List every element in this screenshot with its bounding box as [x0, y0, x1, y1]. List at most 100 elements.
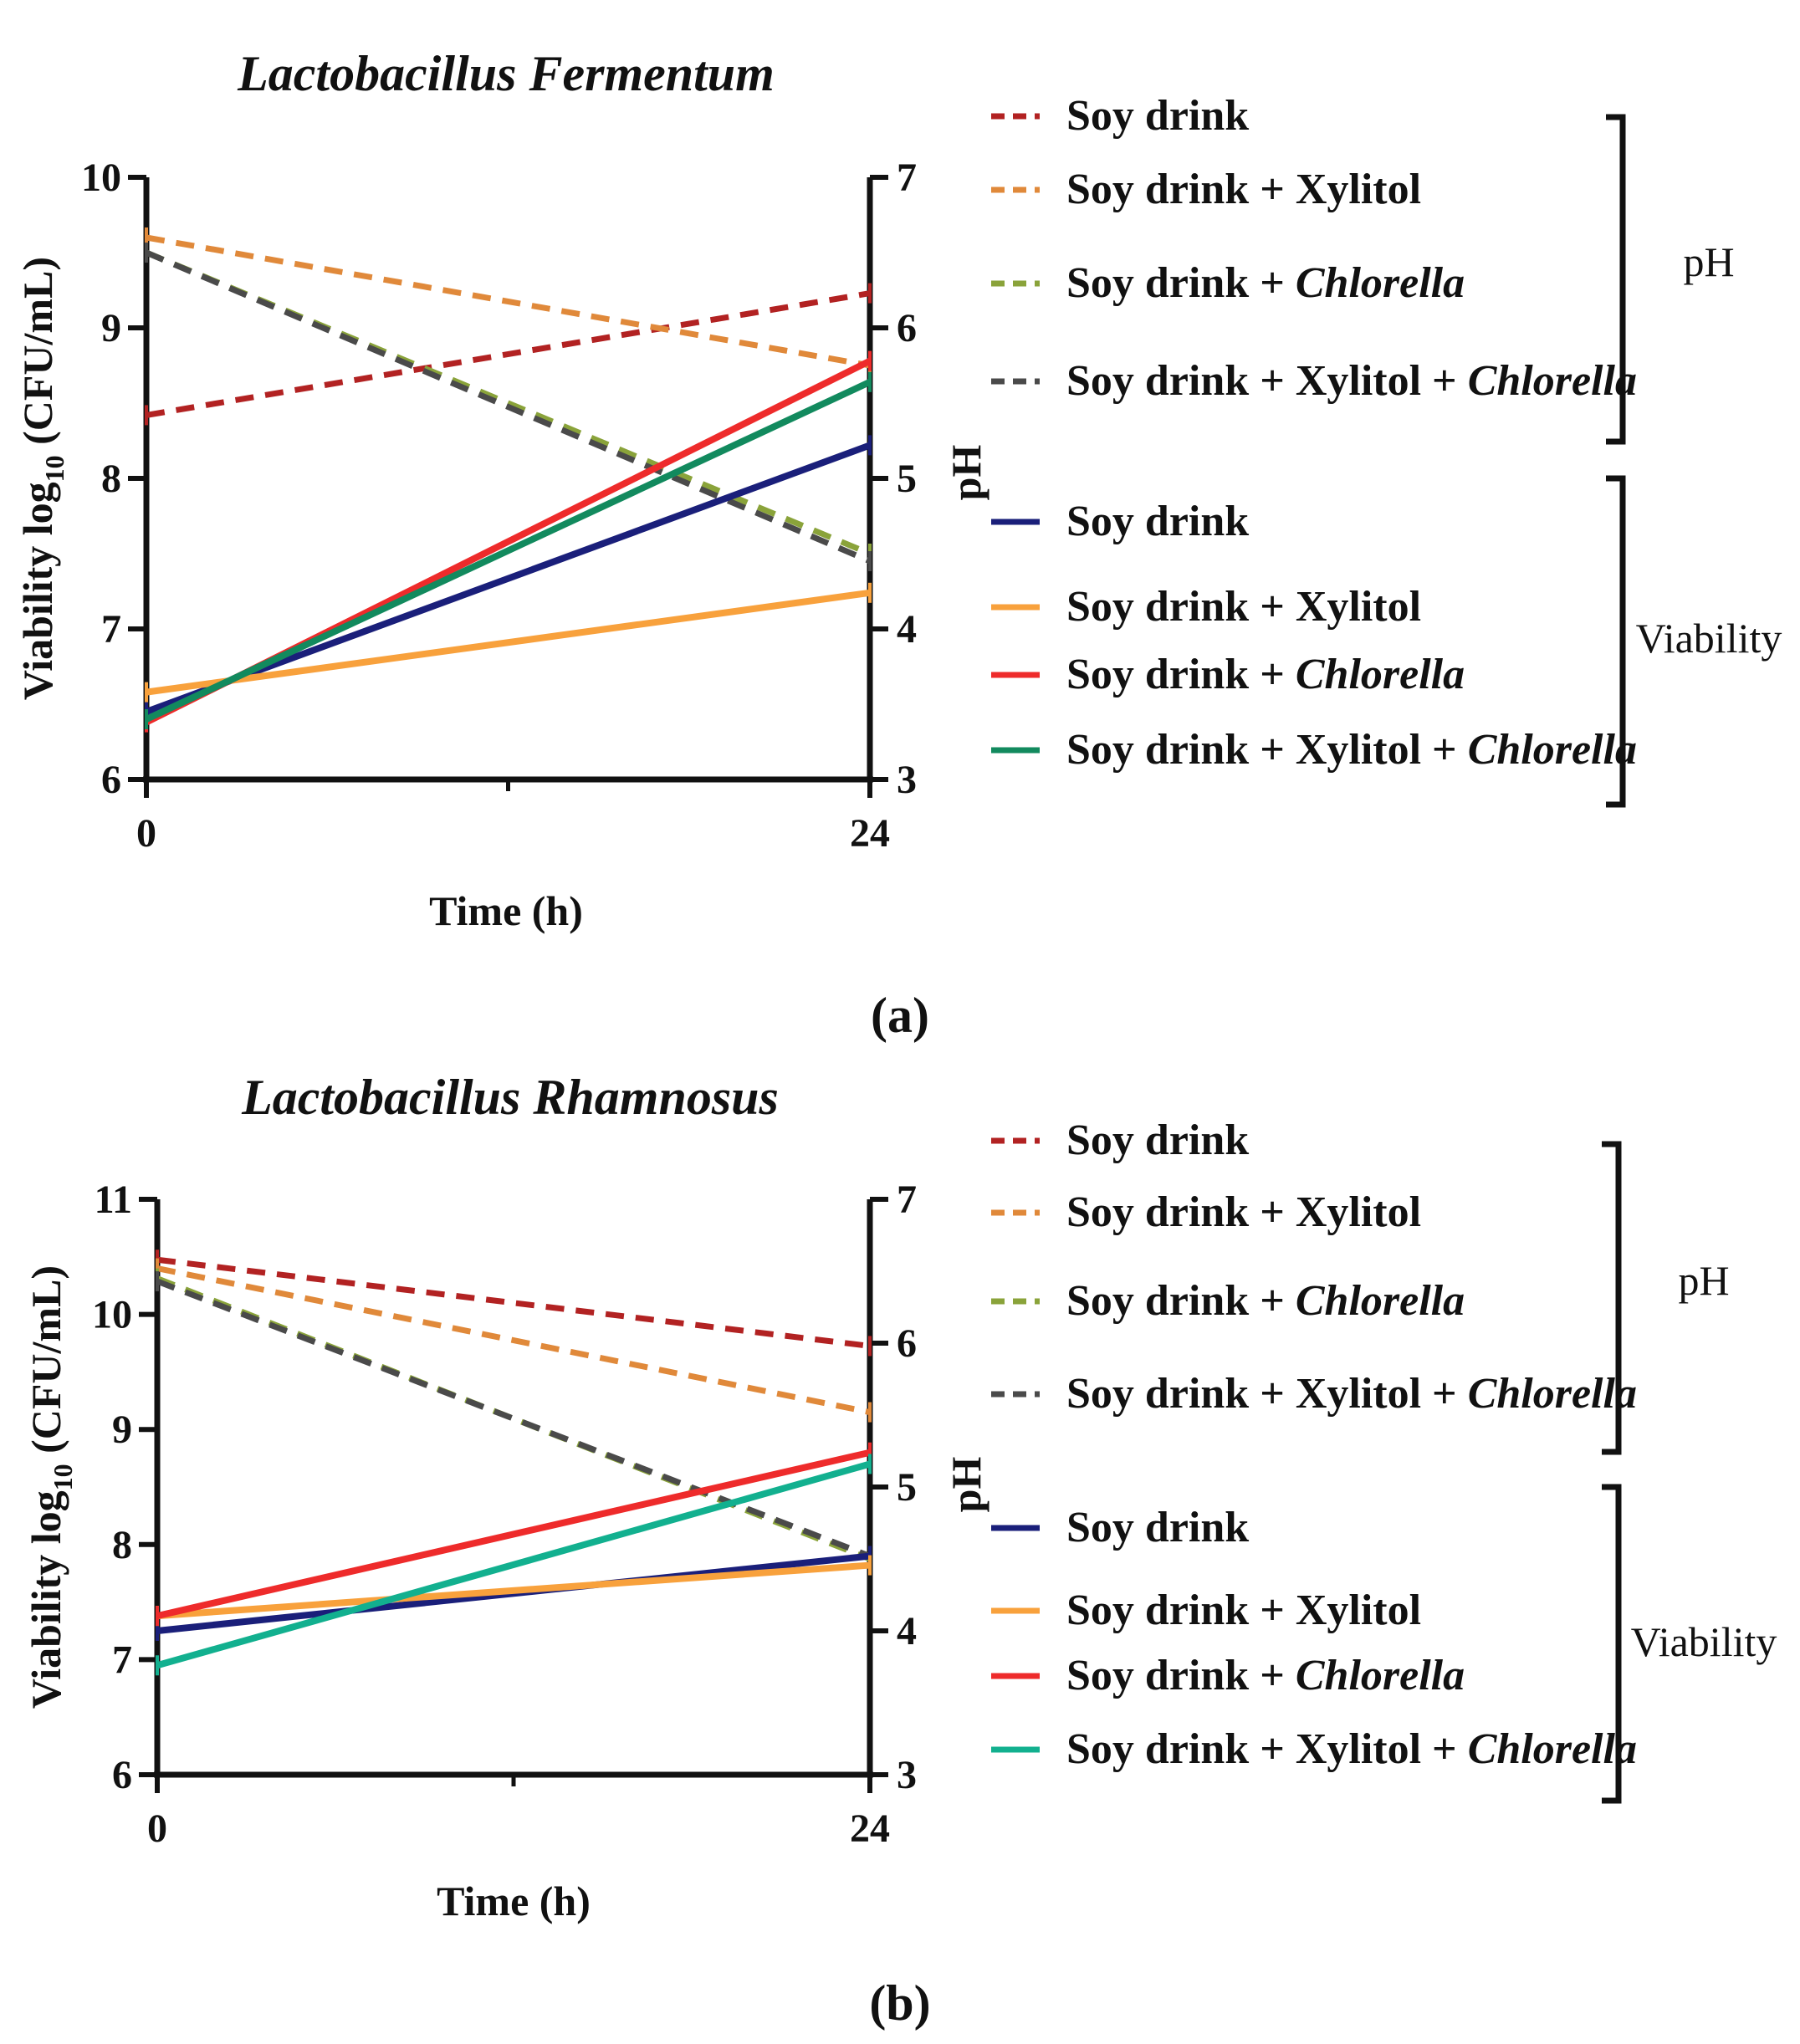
chart-title: Lactobacillus Fermentum — [237, 46, 775, 101]
viability-series-line — [146, 589, 871, 696]
group-label-viability: Viability — [1636, 615, 1782, 662]
legend-ph-sdx-label: Soy drink + Xylitol — [1066, 1188, 1421, 1236]
viability-series-line — [145, 442, 872, 715]
y-axis-label-unit: (CFU/mL) — [14, 257, 61, 455]
legend-text-part: Chlorella — [1296, 651, 1465, 698]
legend-viability-sdc-label: Soy drink + Chlorella — [1066, 1652, 1465, 1699]
x-axis-label: Time (h) — [429, 887, 583, 934]
legend-text-part: Soy drink + — [1066, 259, 1296, 307]
y-axis-label-subscript: 10 — [39, 455, 69, 482]
viability-series-line — [156, 1561, 871, 1620]
legend-text-part: Soy drink + — [1066, 1277, 1296, 1325]
x-tick-label: 24 — [850, 811, 890, 856]
chart-title: Lactobacillus Rhamnosus — [241, 1070, 779, 1125]
y2-tick-label: 7 — [897, 1178, 917, 1222]
ph-series-line — [146, 234, 871, 369]
legend-text-part: Soy drink + Xylitol + — [1066, 1725, 1468, 1773]
y-tick-label: 6 — [112, 1753, 132, 1797]
legend-text-part: Soy drink + Xylitol — [1066, 1188, 1421, 1236]
y-tick-label: 7 — [112, 1638, 132, 1682]
y-tick-label: 10 — [92, 1293, 132, 1337]
legend-bracket-v — [1606, 475, 1626, 808]
y2-tick-label: 4 — [897, 607, 917, 652]
y-tick-label: 6 — [101, 758, 121, 802]
legend-viability-sdxc-label: Soy drink + Xylitol + Chlorella — [1066, 726, 1637, 774]
viability-series-line — [156, 1460, 872, 1669]
chart-panel-b: Lactobacillus Rhamnosus 6 7 8 9 10 11 3 4 5 6 7 0 24 T… — [23, 1070, 1777, 2031]
y-tick-label: 11 — [95, 1178, 132, 1222]
y2-tick-label: 6 — [897, 306, 917, 350]
legend-text-part: Soy drink — [1066, 92, 1249, 140]
legend-text-part: Soy drink + Xylitol + — [1066, 357, 1468, 405]
y-tick-label: 10 — [81, 156, 121, 200]
legend-text-part: Chlorella — [1468, 726, 1637, 774]
y2-tick-label: 6 — [897, 1321, 917, 1366]
legend-ph-sdx-label: Soy drink + Xylitol — [1066, 166, 1421, 213]
y-axis-label-subscript: 10 — [48, 1464, 78, 1490]
legend-text-part: Soy drink — [1066, 1504, 1249, 1551]
group-label-viability: Viability — [1631, 1618, 1777, 1665]
legend-text-part: Chlorella — [1468, 357, 1637, 405]
y-tick-label: 7 — [101, 607, 121, 652]
y2-tick-label: 3 — [897, 1753, 917, 1797]
y2-axis-label: pH — [943, 445, 989, 501]
legend-text-part: Soy drink — [1066, 498, 1249, 545]
y-axis-label-unit: (CFU/mL) — [23, 1265, 69, 1464]
legend-ph-sd-label: Soy drink — [1066, 1117, 1249, 1164]
ph-series-line — [156, 1278, 872, 1559]
legend-viability-sdxc-label: Soy drink + Xylitol + Chlorella — [1066, 1725, 1637, 1773]
ph-series-line — [156, 1256, 871, 1349]
y2-tick-label: 5 — [897, 457, 917, 501]
legend-bracket-ph — [1606, 114, 1626, 445]
group-label-ph: pH — [1678, 1257, 1729, 1304]
legend-viability-sdx-label: Soy drink + Xylitol — [1066, 583, 1421, 631]
legend-viability-sdc-label: Soy drink + Chlorella — [1066, 651, 1465, 698]
y-axis-label-main: Viability log — [23, 1490, 69, 1709]
viability-series-line — [156, 1449, 871, 1620]
ph-series-line — [156, 1265, 871, 1415]
legend-text-part: Soy drink + — [1066, 651, 1296, 698]
y-tick-label: 9 — [101, 306, 121, 350]
legend-text-part: Soy drink + Xylitol + — [1066, 1370, 1468, 1418]
y-axis-label-main: Viability log — [14, 482, 61, 700]
y-tick-label: 9 — [112, 1408, 132, 1452]
legend-ph-sdc-label: Soy drink + Chlorella — [1066, 259, 1465, 307]
legend-bracket-v — [1602, 1484, 1622, 1804]
x-tick-label: 0 — [147, 1806, 167, 1851]
y2-axis-label: pH — [943, 1457, 989, 1513]
legend-text-part: Chlorella — [1468, 1725, 1637, 1773]
legend-text-part: Chlorella — [1296, 1652, 1465, 1699]
y2-tick-label: 4 — [897, 1609, 917, 1653]
legend-ph-sdxc-label: Soy drink + Xylitol + Chlorella — [1066, 1370, 1637, 1418]
x-axis-label: Time (h) — [437, 1878, 591, 1924]
group-label-ph: pH — [1683, 238, 1734, 285]
legend-viability-sdx-label: Soy drink + Xylitol — [1066, 1587, 1421, 1634]
y-tick-label: 8 — [101, 457, 121, 501]
chart-panel-a: Lactobacillus Fermentum 6 7 8 9 10 3 4 5 6 7 0 24 Tim… — [14, 46, 1782, 1043]
y2-tick-label: 3 — [897, 758, 917, 802]
legend-ph-sdxc-label: Soy drink + Xylitol + Chlorella — [1066, 357, 1637, 405]
y-axis-label: Viability log10 (CFU/mL) — [23, 1265, 78, 1709]
legend-viability-sd-label: Soy drink — [1066, 1504, 1249, 1551]
x-tick-label: 0 — [136, 811, 156, 856]
panel-label: (a) — [871, 988, 929, 1043]
x-tick-label: 24 — [850, 1806, 890, 1851]
legend-text-part: Chlorella — [1468, 1370, 1637, 1418]
legend-text-part: Soy drink + Xylitol — [1066, 1587, 1421, 1634]
legend-text-part: Chlorella — [1296, 259, 1465, 307]
y2-tick-label: 5 — [897, 1465, 917, 1510]
ph-series-line — [145, 249, 872, 565]
panel-label: (b) — [869, 1975, 930, 2031]
ph-series-line — [145, 249, 872, 557]
legend-ph-sdc-label: Soy drink + Chlorella — [1066, 1277, 1465, 1325]
viability-series-line — [145, 379, 872, 723]
legend-ph-sd-label: Soy drink — [1066, 92, 1249, 140]
y-tick-label: 8 — [112, 1523, 132, 1567]
legend-viability-sd-label: Soy drink — [1066, 498, 1249, 545]
legend-text-part: Soy drink — [1066, 1117, 1249, 1164]
ph-series-line — [146, 290, 871, 418]
y-axis-label: Viability log10 (CFU/mL) — [14, 257, 69, 700]
y2-tick-label: 7 — [897, 156, 917, 200]
legend-text-part: Soy drink + Xylitol — [1066, 166, 1421, 213]
